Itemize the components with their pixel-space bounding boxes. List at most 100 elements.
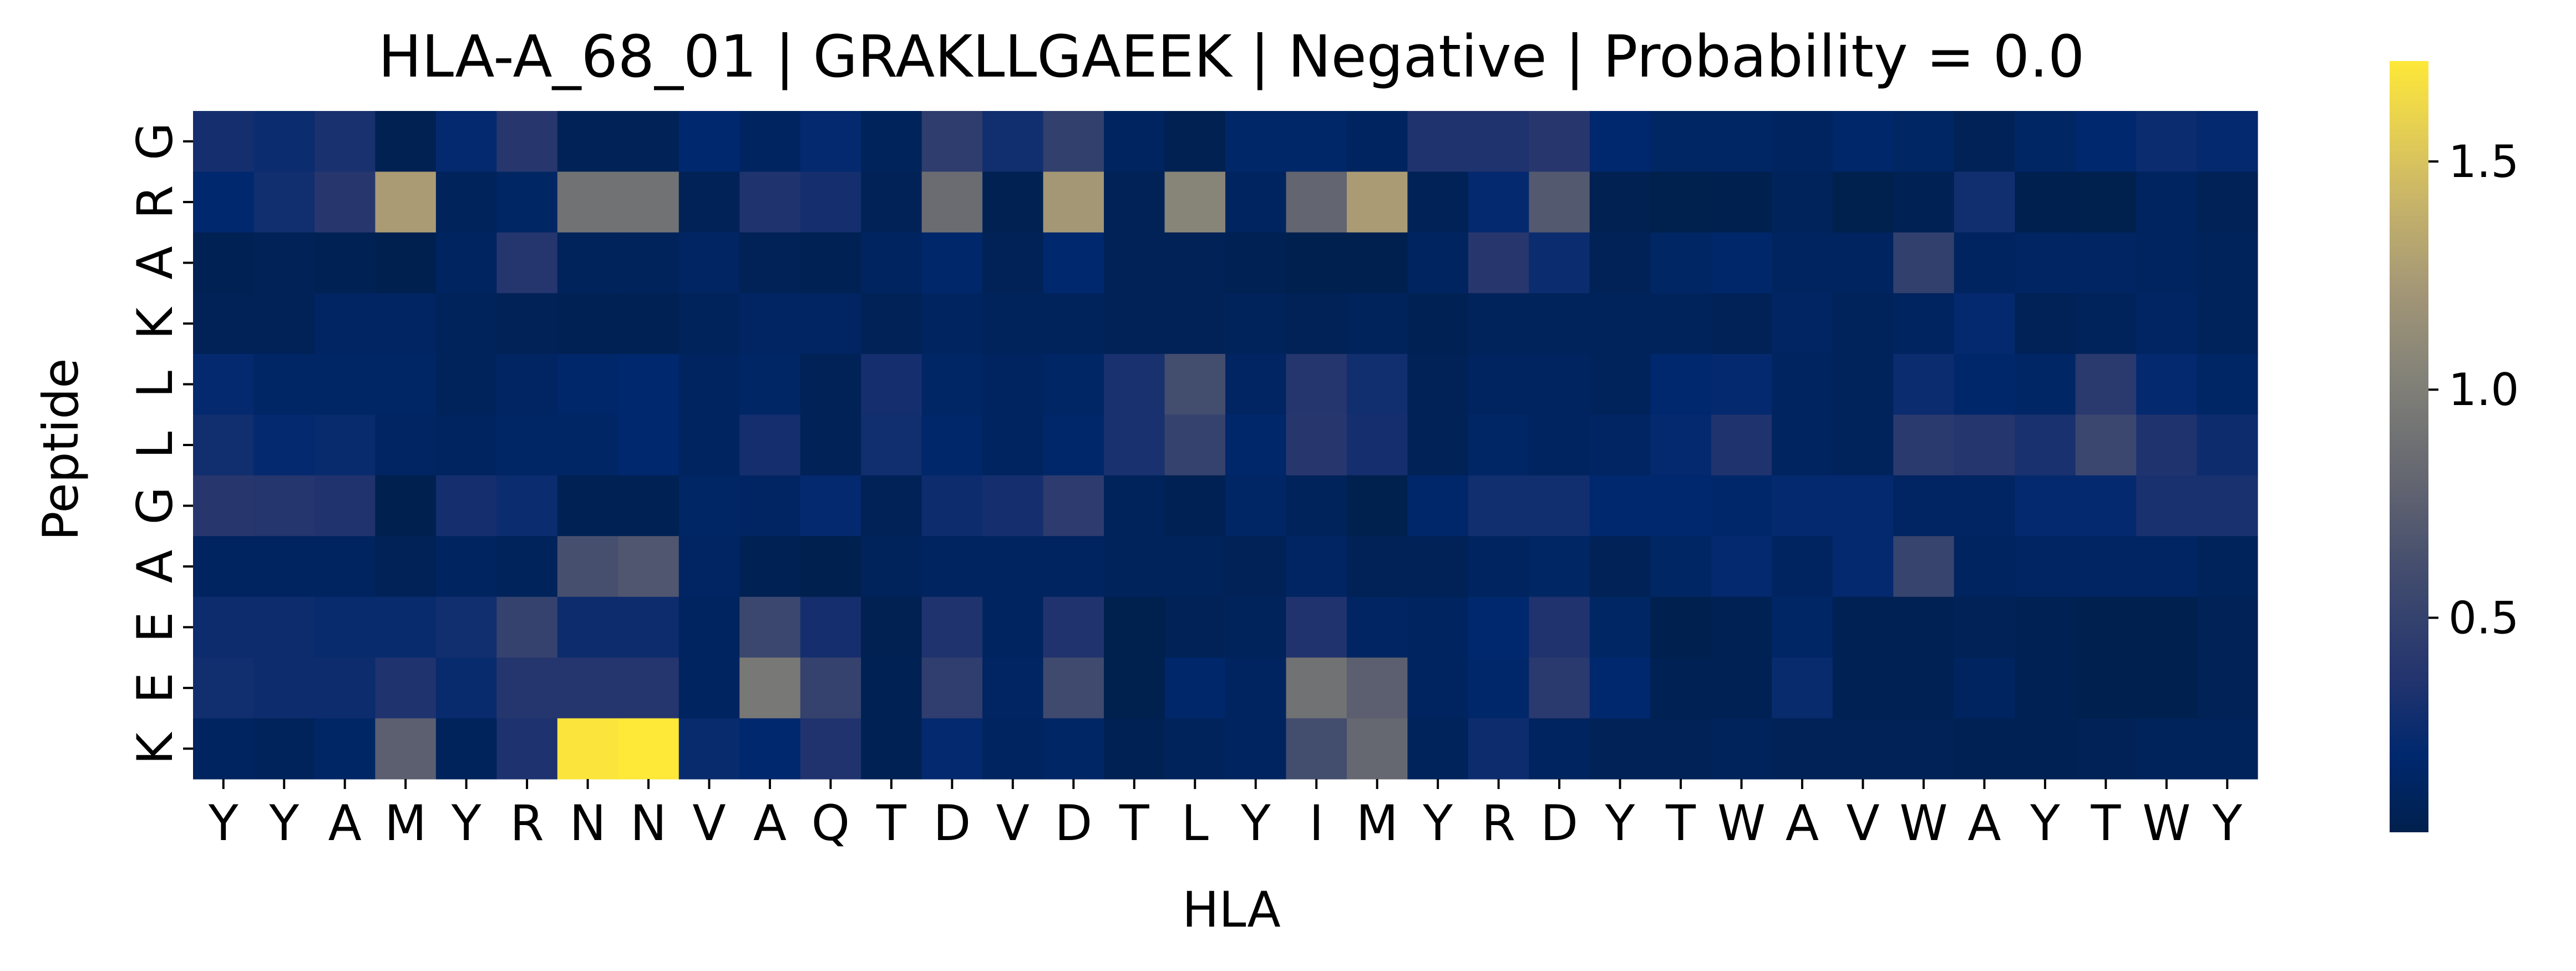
heatmap-cell — [1043, 414, 1104, 476]
heatmap-cell — [1650, 111, 1712, 173]
heatmap-cell — [1893, 414, 1955, 476]
heatmap-cell — [982, 353, 1044, 415]
heatmap-cell — [2015, 353, 2076, 415]
heatmap-cell — [921, 171, 983, 233]
heatmap-cell — [1711, 536, 1772, 598]
heatmap-cell — [496, 353, 558, 415]
heatmap-cell — [618, 414, 680, 476]
heatmap-cell — [800, 658, 861, 719]
heatmap-cell — [2075, 475, 2137, 537]
heatmap-cell — [1407, 414, 1469, 476]
heatmap-cell — [1468, 718, 1529, 780]
heatmap-cell — [739, 536, 801, 598]
heatmap-cell — [1954, 293, 2015, 355]
heatmap-cell — [678, 596, 740, 658]
heatmap-cell — [496, 475, 558, 537]
heatmap-cell — [2197, 596, 2258, 658]
colorbar — [2390, 61, 2428, 832]
heatmap-cell — [618, 353, 680, 415]
heatmap-cell — [2075, 232, 2137, 294]
heatmap-cell — [739, 718, 801, 780]
heatmap-cell — [1407, 171, 1469, 233]
x-tick-label: V — [996, 795, 1030, 852]
heatmap-cell — [1650, 658, 1712, 719]
heatmap-cell — [253, 293, 315, 355]
heatmap-cell — [1529, 232, 1590, 294]
x-tick-label: T — [1665, 795, 1696, 852]
heatmap-cell — [375, 171, 437, 233]
heatmap-cell — [2136, 171, 2198, 233]
heatmap-cell — [1589, 171, 1651, 233]
heatmap-cell — [1954, 111, 2015, 173]
heatmap-cell — [193, 414, 255, 476]
heatmap-cell — [1164, 414, 1226, 476]
heatmap-cell — [496, 536, 558, 598]
x-tick-label: T — [2090, 795, 2121, 852]
heatmap-cell — [314, 414, 376, 476]
heatmap-cell — [1711, 475, 1772, 537]
heatmap-cell — [1529, 353, 1590, 415]
heatmap-cell — [2197, 536, 2258, 598]
x-tick-label: N — [570, 795, 606, 852]
y-tick-label: G — [126, 487, 184, 524]
heatmap-cell — [1346, 414, 1408, 476]
heatmap-cell — [1225, 718, 1287, 780]
heatmap-cell — [375, 414, 437, 476]
heatmap-cell — [1286, 536, 1347, 598]
heatmap-cell — [1225, 171, 1287, 233]
heatmap-cell — [435, 596, 497, 658]
heatmap-cell — [375, 353, 437, 415]
heatmap-cell — [1589, 111, 1651, 173]
heatmap-cell — [2136, 111, 2198, 173]
heatmap-cell — [1529, 475, 1590, 537]
heatmap-cell — [861, 414, 922, 476]
heatmap-cell — [1589, 536, 1651, 598]
heatmap-cell — [1286, 232, 1347, 294]
heatmap-cell — [435, 171, 497, 233]
x-axis-label: HLA — [1182, 881, 1280, 938]
y-axis-ticks: GRAKLLGAEEK — [126, 123, 193, 765]
heatmap-cell — [1286, 658, 1347, 719]
heatmap-cell — [1407, 232, 1469, 294]
heatmap-cell — [1407, 718, 1469, 780]
heatmap-cell — [2015, 232, 2076, 294]
heatmap-cell — [1954, 414, 2015, 476]
heatmap-cell — [861, 596, 922, 658]
heatmap-cell — [1164, 111, 1226, 173]
heatmap-cell — [1772, 293, 1833, 355]
heatmap-cell — [678, 293, 740, 355]
heatmap-cell — [982, 536, 1044, 598]
x-tick-label: T — [876, 795, 907, 852]
heatmap-cell — [1104, 232, 1165, 294]
heatmap-cell — [861, 232, 922, 294]
x-tick-label: Y — [268, 795, 299, 852]
heatmap-cell — [618, 536, 680, 598]
heatmap-cell — [921, 658, 983, 719]
heatmap-cell — [1832, 596, 1894, 658]
heatmap-cell — [800, 718, 861, 780]
heatmap-cell — [1650, 293, 1712, 355]
heatmap-cell — [1043, 171, 1104, 233]
heatmap-cell — [1954, 171, 2015, 233]
heatmap-cell — [1407, 353, 1469, 415]
heatmap-cell — [2015, 111, 2076, 173]
heatmap-cell — [375, 536, 437, 598]
heatmap-cell — [557, 596, 618, 658]
heatmap-cell — [1589, 414, 1651, 476]
heatmap-cell — [2197, 111, 2258, 173]
heatmap-cell — [800, 414, 861, 476]
x-tick-label: R — [1482, 795, 1515, 852]
heatmap-cell — [861, 171, 922, 233]
heatmap-cell — [1104, 111, 1165, 173]
heatmap-cell — [739, 353, 801, 415]
heatmap-cell — [800, 475, 861, 537]
heatmap-cell — [435, 232, 497, 294]
heatmap-cell — [1225, 475, 1287, 537]
heatmap-cell — [921, 232, 983, 294]
heatmap-cell — [1104, 596, 1165, 658]
colorbar-tick-label: 1.0 — [2448, 364, 2519, 416]
y-tick-label: R — [126, 185, 184, 219]
heatmap-cell — [1529, 718, 1590, 780]
heatmap-cell — [618, 293, 680, 355]
x-tick-label: L — [1181, 795, 1209, 852]
